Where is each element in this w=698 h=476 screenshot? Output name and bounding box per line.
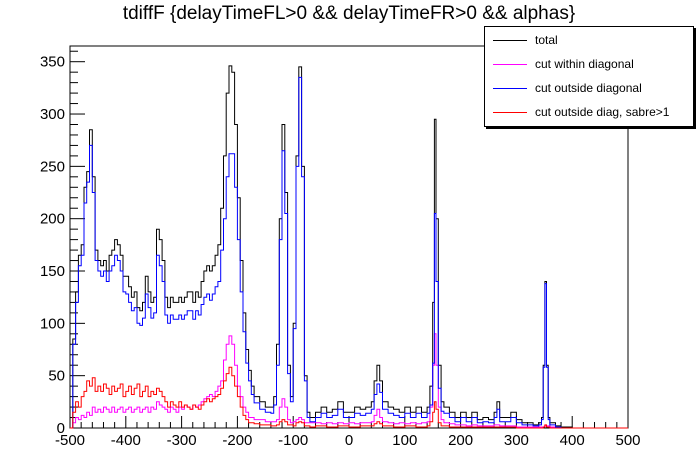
x-tick-label: 200 — [448, 432, 473, 449]
y-tick-label: 300 — [40, 106, 65, 123]
y-tick-label: 250 — [40, 158, 65, 175]
x-tick-label: -200 — [222, 432, 252, 449]
legend-item-outside-diag-sabre: cut outside diag, sabre>1 — [485, 102, 693, 122]
x-tick-label: -400 — [111, 432, 141, 449]
x-tick-label: 400 — [560, 432, 585, 449]
legend-label-total: total — [535, 33, 558, 47]
x-tick-label: 300 — [504, 432, 529, 449]
legend: total cut within diagonal cut outside di… — [484, 26, 694, 127]
chart-title: tdiffF {delayTimeFL>0 && delayTimeFR>0 &… — [122, 3, 576, 24]
legend-swatch-within-diagonal — [493, 64, 527, 65]
legend-item-outside-diagonal: cut outside diagonal — [485, 78, 693, 98]
y-tick-label: 350 — [40, 54, 65, 71]
x-tick-label: -100 — [278, 432, 308, 449]
y-tick-label: 200 — [40, 211, 65, 228]
legend-item-total: total — [485, 30, 693, 50]
series-line-3 — [70, 366, 628, 429]
y-tick-label: 0 — [57, 420, 65, 437]
legend-item-within-diagonal: cut within diagonal — [485, 54, 693, 74]
series-layer — [70, 65, 628, 429]
legend-label-outside-diagonal: cut outside diagonal — [535, 81, 642, 95]
legend-swatch-outside-diagonal — [493, 88, 527, 89]
x-axis-ticks: -500 -400 -300 -200 -100 0 100 200 300 400 500 — [55, 416, 641, 449]
y-tick-label: 150 — [40, 263, 65, 280]
x-tick-label: -300 — [167, 432, 197, 449]
x-tick-label: -500 — [55, 432, 85, 449]
x-tick-label: 0 — [345, 432, 353, 449]
y-tick-label: 100 — [40, 315, 65, 332]
x-tick-label: 500 — [615, 432, 640, 449]
y-tick-label: 50 — [48, 368, 65, 385]
x-tick-label: 100 — [392, 432, 417, 449]
y-axis-ticks: 0 50 100 150 200 250 300 350 — [40, 50, 85, 437]
series-line-2 — [70, 76, 628, 429]
legend-swatch-total — [493, 40, 527, 41]
legend-swatch-outside-diag-sabre — [493, 112, 527, 113]
legend-label-within-diagonal: cut within diagonal — [535, 57, 634, 71]
legend-label-outside-diag-sabre: cut outside diag, sabre>1 — [535, 105, 670, 119]
